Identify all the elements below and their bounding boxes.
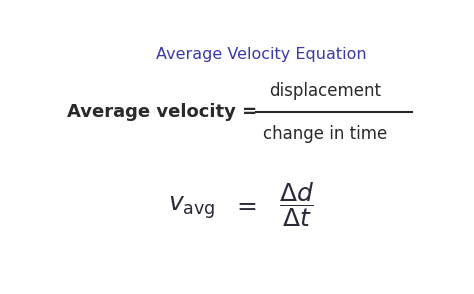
Text: Average Velocity Equation: Average Velocity Equation (156, 46, 366, 62)
Text: displacement: displacement (270, 82, 382, 100)
Text: $\dfrac{\Delta d}{\Delta t}$: $\dfrac{\Delta d}{\Delta t}$ (279, 181, 314, 230)
Text: $=$: $=$ (232, 193, 257, 217)
Text: change in time: change in time (264, 125, 388, 143)
Text: Average velocity =: Average velocity = (66, 103, 257, 121)
Text: $\mathit{v}_{\mathregular{avg}}$: $\mathit{v}_{\mathregular{avg}}$ (168, 194, 215, 221)
